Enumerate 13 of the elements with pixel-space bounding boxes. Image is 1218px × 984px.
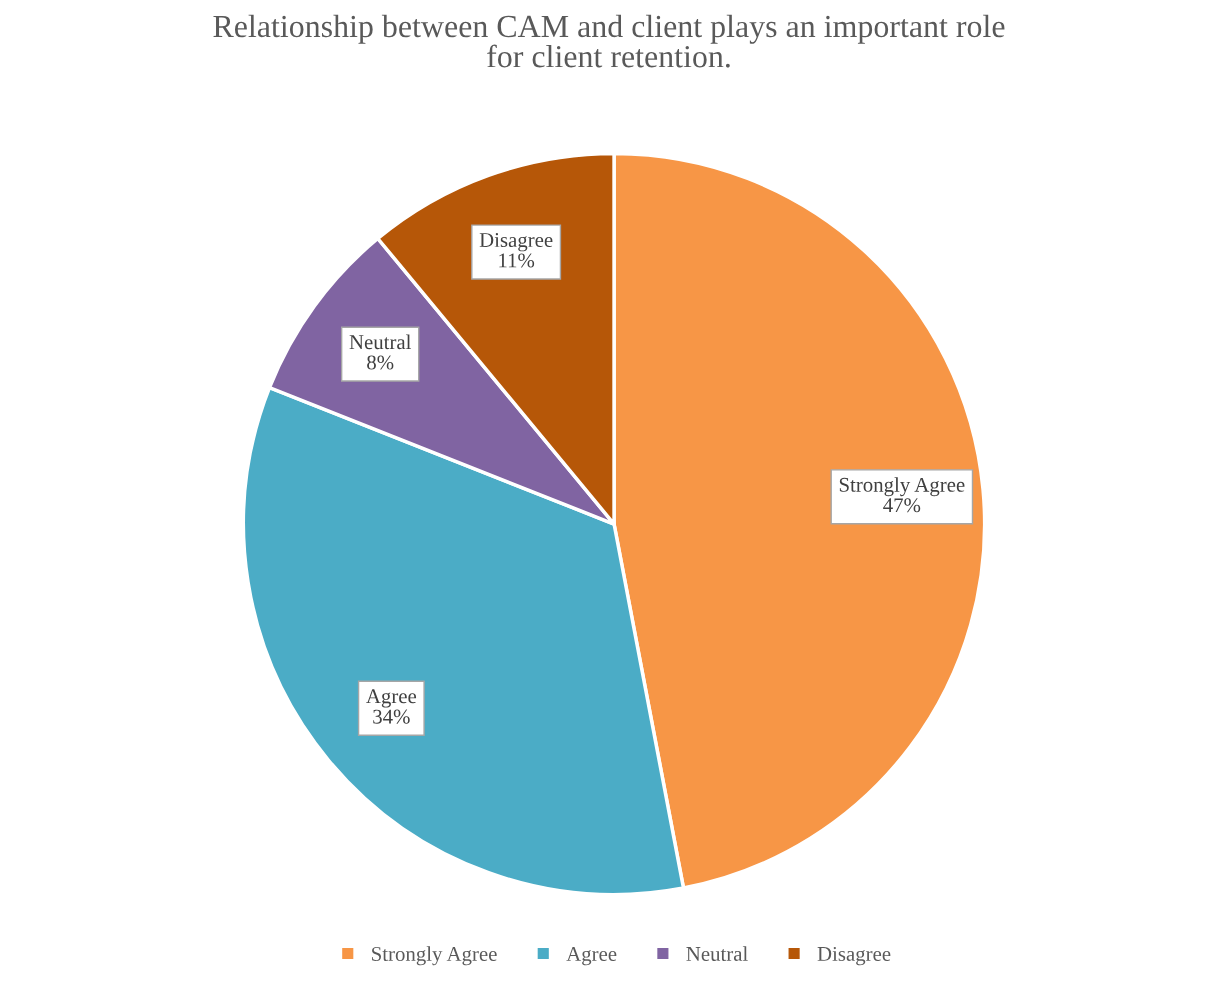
slice-label: Neutral (349, 334, 412, 350)
legend-label: Strongly Agree (372, 946, 497, 966)
legend-label: Neutral (686, 946, 748, 961)
slice-label: Strongly Agree (839, 477, 965, 497)
legend-label: Agree (566, 947, 617, 966)
slice-label: Disagree (479, 233, 553, 252)
data-label: 34% (373, 709, 410, 724)
chart-title: Relationship between CAM and client plays an important role for client retention. (213, 14, 1005, 68)
data-label: 47% (883, 498, 921, 513)
slice-label: Agree (366, 689, 417, 708)
data-label: 8% (367, 355, 394, 370)
legend-label: Disagree (817, 946, 891, 966)
data-label: 11% (499, 253, 535, 268)
